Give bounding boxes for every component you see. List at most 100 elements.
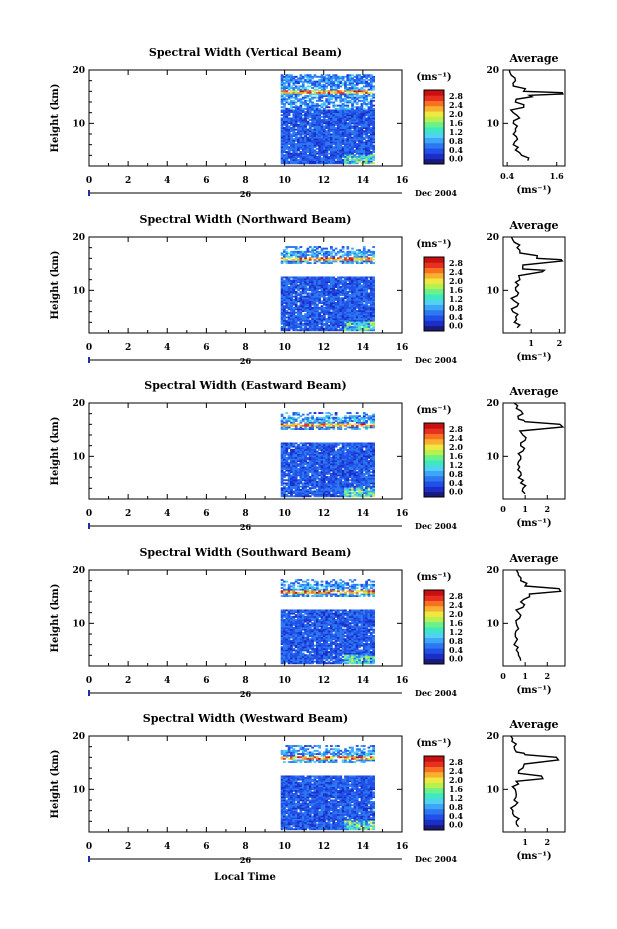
heatmap-cell <box>299 452 303 454</box>
heatmap-cell <box>306 428 310 430</box>
heatmap-cell <box>287 472 291 475</box>
heatmap-cell <box>292 468 296 470</box>
heatmap-cell <box>318 123 322 126</box>
heatmap-cell <box>280 85 284 88</box>
heatmap-cell <box>332 258 336 261</box>
heatmap-cell <box>287 91 291 94</box>
heatmap-cell <box>332 471 336 474</box>
heatmap-cell <box>322 287 326 290</box>
heatmap-cell <box>280 428 284 430</box>
heatmap-cell <box>344 75 347 78</box>
heatmap-cell <box>313 308 317 311</box>
heatmap-cell <box>348 144 352 147</box>
heatmap-cell <box>311 298 314 301</box>
heatmap-cell <box>287 147 291 150</box>
heatmap-cell <box>322 428 326 430</box>
heatmap-cell <box>297 490 300 493</box>
heatmap-cell <box>320 115 324 118</box>
heatmap-cell <box>369 146 373 149</box>
heatmap-cell <box>337 143 340 145</box>
heatmap-cell <box>290 128 293 131</box>
heatmap-cell <box>297 469 300 472</box>
heatmap-cell <box>330 146 333 149</box>
colorbar-tick-label: 0.4 <box>449 145 463 155</box>
heatmap-cell <box>346 452 350 454</box>
heatmap-cell <box>301 318 305 320</box>
heatmap-cell <box>315 468 319 470</box>
heatmap-cell <box>285 322 289 325</box>
heatmap-cell <box>287 146 291 149</box>
heatmap-cell <box>372 151 376 153</box>
heatmap-cell <box>318 308 322 311</box>
heatmap-cell <box>311 306 314 309</box>
heatmap-cell <box>287 464 291 467</box>
heatmap-cell <box>348 90 352 93</box>
heatmap-cell <box>332 154 336 157</box>
heatmap-cell <box>355 115 359 118</box>
heatmap-cell <box>280 252 284 255</box>
heatmap-cell <box>351 319 354 322</box>
heatmap-cell <box>332 83 336 86</box>
heatmap-cell <box>285 445 289 448</box>
heatmap-cell <box>299 286 303 288</box>
heatmap-cell <box>297 322 300 325</box>
heatmap-cell <box>362 117 366 120</box>
heatmap-cell <box>334 151 338 153</box>
heatmap-cell <box>367 82 371 85</box>
avg-x-tick-label: 1.6 <box>550 171 564 181</box>
heatmap-cell <box>287 77 291 80</box>
heatmap-cell <box>299 136 303 139</box>
heatmap-cell <box>292 413 296 416</box>
heatmap-cell <box>365 82 368 85</box>
heatmap-cell <box>294 112 298 115</box>
heatmap-cell <box>287 107 291 110</box>
heatmap-cell <box>334 488 338 491</box>
heatmap-cell <box>294 115 298 118</box>
heatmap-cell <box>290 477 293 480</box>
heatmap-cell <box>285 327 289 330</box>
heatmap-cell <box>334 303 338 306</box>
heatmap-cell <box>322 471 326 474</box>
heatmap-cell <box>344 324 347 327</box>
heatmap-cell <box>362 109 366 112</box>
heatmap-cell <box>353 260 357 263</box>
colorbar-tick-label: 1.2 <box>449 127 463 137</box>
heatmap-cell <box>325 290 329 293</box>
heatmap-cell <box>344 133 347 136</box>
heatmap-cell <box>369 276 373 279</box>
heatmap-cell <box>334 131 338 134</box>
heatmap-cell <box>311 98 314 101</box>
heatmap-cell <box>334 284 338 287</box>
heatmap-cell <box>308 314 312 317</box>
heatmap-cell <box>313 444 317 446</box>
heatmap-cell <box>306 310 310 312</box>
heatmap-cell <box>332 469 336 472</box>
heatmap-cell <box>290 111 293 113</box>
heatmap-cell <box>362 149 366 152</box>
heatmap-cell <box>311 117 314 120</box>
heatmap-cell <box>362 319 366 322</box>
heatmap-cell <box>334 456 338 459</box>
heatmap-cell <box>369 157 373 160</box>
heatmap-cell <box>322 324 326 327</box>
heatmap-cell <box>337 461 340 464</box>
heatmap-cell <box>325 152 329 155</box>
heatmap-cell <box>294 250 298 253</box>
heatmap-cell <box>301 122 305 125</box>
heatmap-cell <box>330 138 333 141</box>
heatmap-cell <box>311 493 314 496</box>
colorbar-swatch <box>424 100 444 107</box>
heatmap-cell <box>360 114 364 117</box>
heatmap-cell <box>287 477 291 480</box>
heatmap-cell <box>346 318 350 320</box>
heatmap-cell <box>318 314 322 317</box>
heatmap-cell <box>353 310 357 312</box>
heatmap-cell <box>365 303 368 306</box>
heatmap-cell <box>283 300 286 303</box>
heatmap-cell <box>360 90 364 93</box>
heatmap-cell <box>365 74 368 77</box>
heatmap-cell <box>292 490 296 493</box>
heatmap-cell <box>344 96 347 99</box>
heatmap-cell <box>332 463 336 466</box>
heatmap-cell <box>332 131 336 134</box>
